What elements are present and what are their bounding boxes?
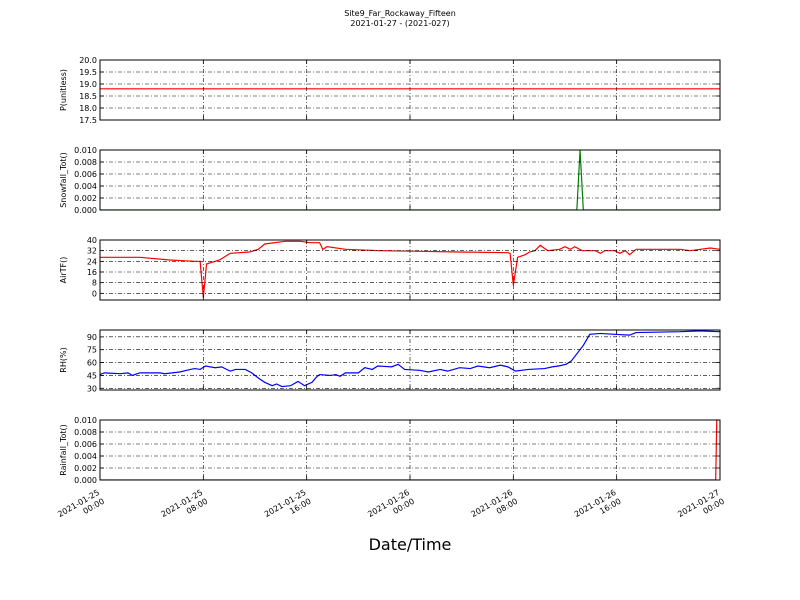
y-tick-label: 40 (87, 236, 97, 245)
y-tick-label: 0.000 (74, 206, 97, 215)
panel (100, 330, 720, 388)
x-tick-label: 2021-01-2616:00 (573, 488, 623, 528)
y-tick-label: 18.5 (79, 92, 97, 101)
x-tick-label: 2021-01-2500:00 (56, 488, 106, 528)
y-tick-label: 0.002 (74, 194, 97, 203)
y-tick-label: 0.004 (74, 452, 97, 461)
y-tick-label: 75 (87, 346, 97, 355)
data-line (100, 240, 720, 298)
y-tick-label: 45 (87, 371, 97, 380)
y-tick-label: 30 (87, 384, 97, 393)
y-tick-label: 0.002 (74, 464, 97, 473)
panel (100, 420, 720, 480)
y-axis-label: Snowfall_Tot() (59, 152, 68, 208)
x-tick-label: 2021-01-2600:00 (366, 488, 416, 528)
y-axis-label: AirTF() (59, 257, 68, 284)
plot-frame (99, 239, 721, 301)
y-tick-label: 20.0 (79, 56, 97, 65)
y-tick-label: 18.0 (79, 104, 97, 113)
y-tick-label: 32 (87, 247, 97, 256)
y-tick-label: 0.004 (74, 182, 97, 191)
figure-title: Site9_Far_Rockaway_Fifteen (344, 9, 456, 18)
panel (100, 240, 720, 298)
y-tick-label: 0.008 (74, 158, 97, 167)
y-tick-label: 24 (87, 257, 97, 266)
x-tick-label: 2021-01-2608:00 (470, 488, 520, 528)
y-tick-label: 16 (87, 268, 97, 277)
y-tick-label: 0.000 (74, 476, 97, 485)
y-tick-label: 0.010 (74, 416, 97, 425)
y-tick-label: 19.5 (79, 68, 97, 77)
y-tick-label: 0.006 (74, 440, 97, 449)
plot-frame (99, 329, 721, 391)
x-tick-label: 2021-01-2700:00 (676, 488, 726, 528)
y-axis-label: Rainfall_Tot() (59, 424, 68, 476)
y-tick-label: 0 (92, 289, 97, 298)
plot-frame (99, 419, 721, 481)
y-tick-label: 90 (87, 333, 97, 342)
plot-frame (99, 149, 721, 211)
y-tick-label: 17.5 (79, 116, 97, 125)
y-tick-label: 0.010 (74, 146, 97, 155)
y-axis-label: P(unitless) (59, 69, 68, 111)
plot-frame (99, 59, 721, 121)
y-tick-label: 8 (92, 279, 97, 288)
data-line (100, 420, 720, 480)
y-tick-label: 0.008 (74, 428, 97, 437)
x-axis-label: Date/Time (369, 535, 452, 554)
y-tick-label: 60 (87, 359, 97, 368)
x-tick-label: 2021-01-2508:00 (160, 488, 210, 528)
y-tick-label: 0.006 (74, 170, 97, 179)
data-line (100, 330, 720, 388)
figure-subtitle: 2021-01-27 - (2021-027) (350, 19, 449, 28)
x-tick-label: 2021-01-2516:00 (263, 488, 313, 528)
y-axis-label: RH(%) (59, 347, 68, 372)
y-tick-label: 19.0 (79, 80, 97, 89)
